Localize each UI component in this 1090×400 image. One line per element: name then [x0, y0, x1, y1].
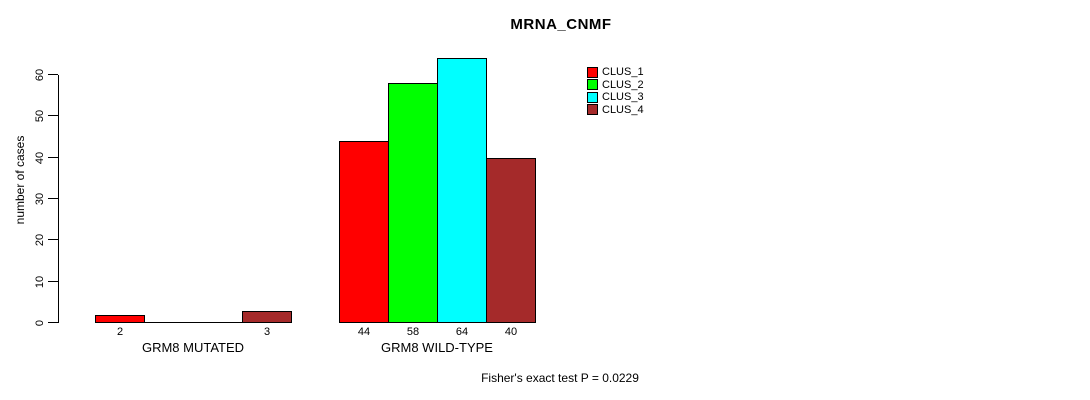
legend-item-clus_1: CLUS_1 [587, 66, 644, 78]
bar-clus_4-2 [486, 158, 536, 323]
chart-title: MRNA_CNMF [510, 16, 612, 33]
y-axis-line [58, 75, 59, 323]
y-tick [48, 74, 58, 75]
legend-swatch-icon [587, 91, 598, 103]
y-tick [48, 198, 58, 199]
y-tick-label: 10 [34, 275, 46, 289]
y-axis-title: number of cases [13, 135, 27, 225]
bar-value-label: 2 [116, 326, 124, 338]
legend-label: CLUS_3 [602, 91, 644, 103]
legend-swatch-icon [587, 66, 598, 78]
y-tick-label: 40 [34, 151, 46, 165]
y-tick [48, 115, 58, 116]
bar-value-label: 58 [406, 326, 420, 338]
y-tick-label: 0 [34, 319, 46, 327]
bar-clus_1-2 [339, 141, 389, 323]
y-tick [48, 157, 58, 158]
legend-swatch-icon [587, 79, 598, 90]
legend-label: CLUS_2 [602, 78, 644, 91]
y-tick [48, 239, 58, 240]
legend-item-clus_4: CLUS_4 [587, 104, 644, 116]
group-baseline [95, 322, 291, 323]
legend-label: CLUS_4 [602, 103, 644, 116]
category-label: GRM8 MUTATED [141, 340, 245, 355]
legend: CLUS_1 CLUS_2 CLUS_3 CLUS_4 [587, 66, 697, 118]
legend-swatch-icon [587, 104, 598, 115]
y-tick-label: 60 [34, 68, 46, 82]
bar-value-label: 40 [504, 326, 518, 338]
legend-item-clus_2: CLUS_2 [587, 79, 644, 91]
bar-clus_2-2 [388, 83, 438, 323]
category-label: GRM8 WILD-TYPE [381, 340, 493, 355]
bar-clus_3-2 [437, 58, 487, 323]
bar-value-label: 64 [455, 326, 469, 338]
bar-clus_4-1 [242, 311, 292, 323]
bar-value-label: 44 [357, 326, 371, 338]
y-tick [48, 322, 58, 323]
legend-item-clus_3: CLUS_3 [587, 91, 644, 103]
y-tick-label: 50 [34, 109, 46, 123]
stat-test-annotation: Fisher's exact test P = 0.0229 [481, 371, 639, 385]
legend-label: CLUS_1 [602, 66, 644, 78]
y-tick-label: 20 [34, 233, 46, 247]
bar-clus_1-1 [95, 315, 145, 323]
y-tick [48, 281, 58, 282]
y-tick-label: 30 [34, 192, 46, 206]
bar-value-label: 3 [263, 326, 271, 338]
